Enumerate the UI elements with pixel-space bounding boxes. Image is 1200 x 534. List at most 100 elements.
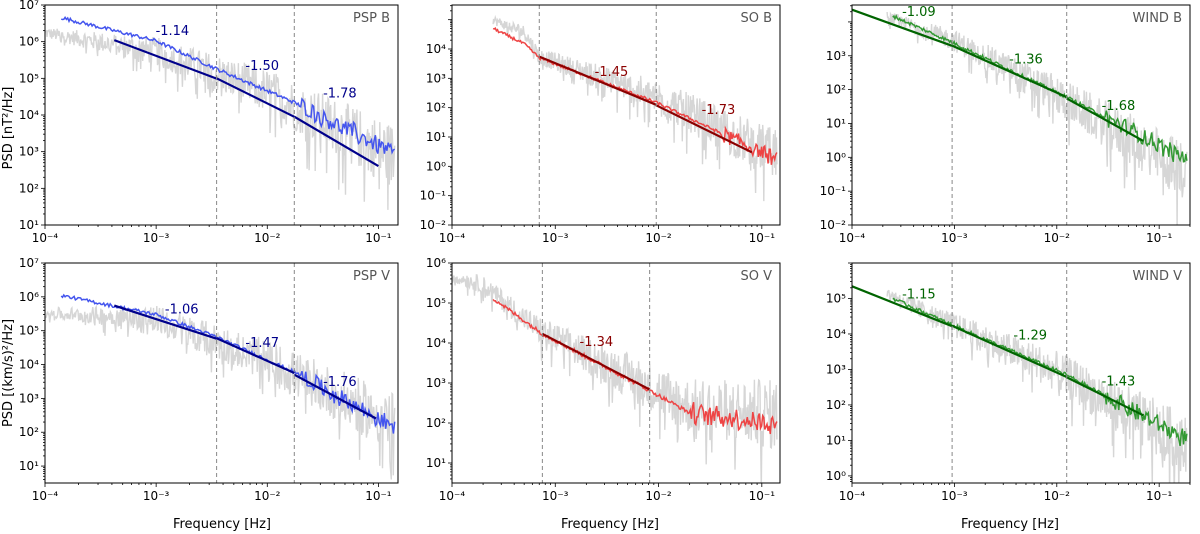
x-tick-label: 10⁻³	[941, 231, 968, 245]
raw-psd-line	[886, 289, 1188, 483]
y-tick-label: 10¹	[19, 218, 39, 232]
y-tick-label: 10²	[426, 101, 446, 115]
x-tick-label: 10⁻⁴	[439, 489, 466, 503]
raw-psd-line	[886, 11, 1188, 225]
chart-panel-so-b: -1.45 -1.73 SO B 10⁻⁴ 10⁻³ 10⁻² 10⁻¹ 10⁻² 10⁻¹ 10…	[420, 4, 781, 245]
y-tick-label: 10⁻²	[420, 218, 447, 232]
fit-line-3	[293, 115, 379, 168]
x-tick-label: 10⁻³	[542, 489, 569, 503]
y-tick-label: 10¹	[826, 433, 846, 447]
fit-line-2	[951, 324, 1068, 379]
y-tick-label: 10²	[826, 398, 846, 412]
x-tick-label: 10⁻⁴	[439, 231, 466, 245]
x-tick-label: 10⁻²	[645, 489, 672, 503]
x-tick-label: 10⁻²	[254, 489, 281, 503]
x-tick-label: 10⁻¹	[1146, 231, 1173, 245]
x-tick-label: 10⁻²	[645, 231, 672, 245]
x-tick-label: 10⁻²	[254, 231, 281, 245]
slope-label-2: -1.73	[702, 103, 736, 118]
fit-line-3	[293, 373, 377, 420]
panel-title: PSP V	[353, 269, 390, 284]
slope-label-1: -1.14	[156, 24, 190, 39]
y-tick-label: 10³	[826, 362, 846, 376]
slope-label-3: -1.76	[323, 375, 357, 390]
y-tick-label: 10⁶	[426, 256, 446, 270]
raw-psd-line	[45, 304, 396, 480]
x-tick-label: 10⁻³	[143, 231, 170, 245]
slope-label-1: -1.45	[595, 65, 629, 80]
fit-line-3	[1066, 376, 1144, 417]
panel-title: WIND V	[1133, 269, 1183, 284]
fit-line-1	[538, 55, 657, 106]
fit-line-1	[852, 285, 953, 328]
axes-frame	[44, 262, 399, 484]
smoothed-psd-line	[892, 14, 1188, 163]
y-tick-label: 10²	[19, 425, 39, 439]
y-tick-label: 10³	[426, 71, 446, 85]
fit-line-2	[216, 337, 295, 375]
x-tick-label: 10⁻³	[542, 231, 569, 245]
x-tick-label: 10⁻³	[143, 489, 170, 503]
y-tick-label: 10³	[426, 376, 446, 390]
y-axis-label-top: PSD [nT²/Hz]	[1, 87, 16, 170]
x-axis-label-right: Frequency [Hz]	[961, 517, 1059, 532]
fit-line-2	[655, 104, 753, 154]
fit-line-2	[951, 44, 1068, 99]
slope-label-2: -1.36	[1009, 52, 1043, 67]
axes-frame	[851, 4, 1191, 226]
y-tick-label: 10¹	[826, 116, 846, 130]
chart-panel-wind-b: -1.09 -1.36 -1.68 WIND B 10⁻⁴ 10⁻³ 10⁻² 10⁻¹ 10⁻…	[820, 4, 1191, 245]
x-tick-label: 10⁻³	[941, 489, 968, 503]
y-tick-label: 10⁰	[426, 159, 446, 173]
fit-line-2	[216, 77, 295, 118]
x-tick-label: 10⁻¹	[1146, 489, 1173, 503]
x-tick-label: 10⁻⁴	[839, 489, 866, 503]
y-tick-label: 10⁵	[426, 296, 446, 310]
smoothed-psd-line	[61, 16, 396, 155]
panel-title: SO V	[740, 269, 772, 284]
y-tick-label: 10⁵	[19, 324, 39, 338]
chart-panel-psp-v: -1.06 -1.47 -1.76 PSP V 10⁻⁴ 10⁻³ 10⁻² 10⁻¹ 10¹ 1…	[19, 256, 399, 503]
x-axis-label-middle: Frequency [Hz]	[561, 517, 659, 532]
slope-label-2: -1.29	[1013, 328, 1047, 343]
y-tick-label: 10³	[826, 49, 846, 63]
slope-label-3: -1.68	[1102, 99, 1136, 114]
x-tick-label: 10⁻¹	[365, 231, 392, 245]
fit-line-1	[541, 332, 651, 391]
x-tick-label: 10⁻¹	[365, 489, 392, 503]
fit-line-1	[113, 39, 217, 80]
slope-label-2: -1.47	[245, 336, 279, 351]
fit-line-3	[1066, 97, 1144, 142]
x-tick-label: 10⁻¹	[749, 489, 776, 503]
x-tick-label: 10⁻⁴	[32, 231, 59, 245]
y-tick-label: 10⁴	[19, 358, 39, 372]
y-tick-label: 10⁻¹	[420, 189, 447, 203]
fit-line-1	[852, 8, 953, 47]
raw-psd-line	[45, 28, 396, 210]
chart-panel-psp-b: -1.14 -1.50 -1.78 PSP B 10⁻⁴ 10⁻³ 10⁻² 10⁻¹ 10¹ 1…	[19, 0, 399, 245]
y-tick-label: 10⁰	[826, 150, 846, 164]
slope-label-1: -1.34	[580, 335, 614, 350]
x-axis-label-left: Frequency [Hz]	[173, 517, 271, 532]
slope-label-2: -1.50	[245, 59, 279, 74]
y-tick-label: 10⁴	[19, 108, 39, 122]
y-tick-label: 10⁴	[826, 327, 846, 341]
axes-frame	[451, 4, 781, 226]
slope-label-1: -1.06	[165, 303, 199, 318]
smoothed-psd-line	[492, 27, 778, 165]
panel-title: WIND B	[1133, 11, 1182, 26]
axes-frame	[451, 262, 781, 484]
y-tick-label: 10²	[426, 416, 446, 430]
y-tick-label: 10⁻²	[820, 218, 847, 232]
y-tick-label: 10⁶	[19, 35, 39, 49]
x-tick-label: 10⁻²	[1044, 231, 1071, 245]
y-tick-label: 10⁵	[826, 291, 846, 305]
slope-label-1: -1.15	[902, 287, 936, 302]
x-tick-label: 10⁻⁴	[32, 489, 59, 503]
y-tick-label: 10¹	[19, 459, 39, 473]
fit-line-1	[113, 304, 217, 340]
y-tick-label: 10⁵	[19, 71, 39, 85]
y-tick-label: 10³	[19, 391, 39, 405]
y-tick-label: 10¹	[426, 130, 446, 144]
